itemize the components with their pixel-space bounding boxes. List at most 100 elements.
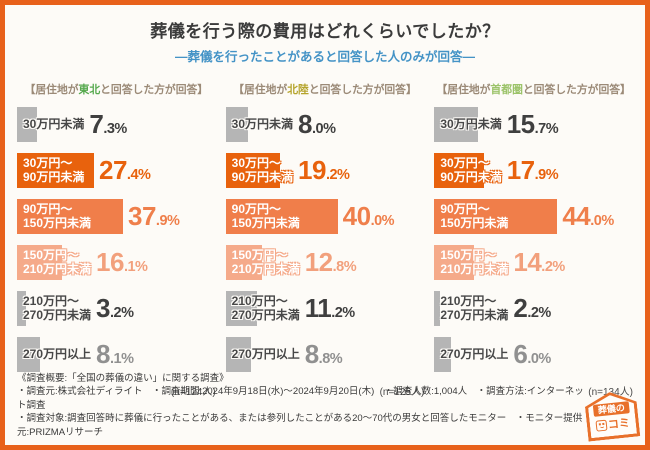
bar-label: 150万円～ 210万円未満 — [23, 247, 92, 276]
bar-label: 270万円以上 — [23, 346, 92, 361]
bar — [17, 107, 37, 142]
bar-value-dec: .8% — [332, 259, 357, 275]
bar-label-wrap: 270万円以上 — [226, 346, 300, 362]
survey-details-1: ・調査元:株式会社ディライト ・調査期間:2024年9月18日(水)～2024年… — [17, 386, 584, 411]
bar-value-dec: .9% — [534, 167, 559, 183]
bar-value: 14.2% — [513, 247, 565, 278]
bar-value-int: 12 — [304, 247, 333, 277]
region-column: 【居住地が北陸と回答した方が回答】 30万円未満 8.0% 30万円～ 90万円未満 19… — [225, 81, 425, 398]
bar-value-int: 8 — [304, 339, 319, 369]
bar-label-wrap: 150万円～ 210万円未満 — [17, 247, 92, 277]
bar-value-dec: .0% — [590, 213, 614, 229]
bar-rows: 30万円未満 7.3% 30万円～ 90万円未満 27.4% 90万円～ 150万円未満 37… — [17, 107, 216, 372]
bar — [434, 245, 475, 280]
bar-value-dec: .1% — [110, 351, 134, 367]
column-heading: 【居住地が首都圏と回答した方が回答】 — [434, 81, 633, 97]
bar-value-int: 19 — [298, 155, 326, 185]
bar-label: 210万円～ 270万円未満 — [23, 293, 92, 322]
bar-value-dec: .8% — [318, 351, 343, 367]
bar-value: 40.0% — [342, 201, 395, 232]
bar-label: 270万円以上 — [231, 346, 300, 361]
bar-label-wrap: 210万円～ 270万円未満 — [17, 293, 92, 323]
bar-value: 12.8% — [304, 247, 357, 278]
bar-value-dec: .2% — [325, 167, 350, 183]
sample-size-label: (n=125人) — [379, 387, 425, 398]
heading-suffix: と回答した方が回答】 — [100, 84, 209, 96]
bar-row: 90万円～ 150万円未満 44.0% — [434, 199, 633, 234]
bar-row: 210万円～ 270万円未満 3.2% — [17, 291, 216, 326]
kuchikomi-smiley-icon — [595, 419, 607, 431]
heading-prefix: 【居住地が — [24, 84, 79, 96]
bar-label: 210万円～ 270万円未満 — [231, 293, 300, 322]
page-title: 葬儀を行う際の費用はどれくらいでしたか？ — [150, 22, 500, 41]
bar-row: 30万円未満 8.0% — [225, 107, 425, 142]
bar-value-dec: .1% — [123, 259, 148, 275]
bar-value-int: 2 — [513, 293, 528, 323]
bar-row: 90万円～ 150万円未満 37.9% — [17, 199, 216, 234]
bar-value-dec: .3% — [103, 121, 127, 137]
bar-label: 30万円～ 90万円未満 — [23, 155, 85, 184]
bar-value-int: 17 — [506, 155, 535, 185]
bar-row: 90万円～ 150万円未満 40.0% — [225, 199, 425, 234]
bar-value: 19.2% — [298, 155, 350, 186]
bar-value: 17.9% — [506, 155, 559, 186]
heading-prefix: 【居住地が — [436, 84, 491, 96]
bar-label-wrap: 30万円～ 90万円未満 — [434, 155, 502, 185]
bar-label-wrap: 210万円～ 270万円未満 — [226, 293, 300, 323]
bar — [434, 107, 479, 142]
bar-row: 30万円未満 7.3% — [17, 107, 216, 142]
logo-text-bottom: コミ — [595, 414, 630, 433]
bar-value-dec: .2% — [527, 305, 551, 321]
bar-value: 27.4% — [99, 155, 151, 186]
bar-value-int: 8 — [298, 109, 312, 139]
bar-label: 90万円～ 150万円未満 — [231, 201, 300, 230]
bar-row: 150万円～ 210万円未満 12.8% — [225, 245, 425, 280]
bar — [225, 107, 248, 142]
bar — [225, 199, 338, 234]
bar-value: 16.1% — [96, 247, 148, 278]
bar-label-wrap: 30万円未満 — [17, 117, 84, 132]
bar-label: 270万円以上 — [440, 346, 509, 361]
bar — [434, 337, 452, 372]
bar-value: 3.2% — [96, 293, 134, 324]
bar-rows: 30万円未満 15.7% 30万円～ 90万円未満 17.9% 90万円～ 150万円未満 4… — [434, 107, 633, 372]
bar-value-int: 15 — [506, 109, 535, 139]
bar-label: 150万円～ 210万円未満 — [440, 247, 509, 276]
bar-value: 8.8% — [304, 339, 343, 370]
bar-value: 37.9% — [128, 201, 180, 232]
bar-value-dec: .9% — [155, 213, 180, 229]
bar-value-int: 3 — [96, 293, 110, 323]
bar-value-dec: .2% — [331, 305, 355, 321]
bar — [17, 291, 26, 326]
logo-text-komi: コミ — [607, 417, 631, 432]
bar-row: 270万円以上 6.0% — [434, 337, 633, 372]
bar-label: 30万円未満 — [440, 116, 502, 131]
bar-label-wrap: 150万円～ 210万円未満 — [226, 248, 300, 277]
bar-label: 30万円～ 90万円未満 — [440, 155, 502, 184]
chart-columns: 【居住地が東北と回答した方が回答】 30万円未満 7.3% 30万円～ 90万円未満 27… — [5, 81, 645, 398]
heading-region: 東北 — [78, 84, 101, 96]
heading-prefix: 【居住地が — [233, 84, 288, 96]
bar-label-wrap: 30万円～ 90万円未満 — [17, 155, 94, 185]
bar-label: 210万円～ 270万円未満 — [440, 293, 509, 322]
bar-label-wrap: 30万円未満 — [226, 117, 293, 132]
bar-row: 150万円～ 210万円未満 14.2% — [434, 245, 633, 280]
bar — [17, 337, 40, 372]
bar-label-wrap: 30万円～ 90万円未満 — [226, 156, 293, 185]
bar — [17, 199, 123, 234]
heading-region: 首都圏 — [490, 84, 523, 96]
bar-value-int: 11 — [304, 293, 332, 323]
bar-value: 44.0% — [562, 201, 614, 232]
survey-footer: 《調査概要:「全国の葬儀の違い」に関する調査》 ・調査元:株式会社ディライト ・… — [17, 372, 589, 439]
bar — [225, 245, 262, 280]
bar-row: 210万円～ 270万円未満 11.2% — [225, 291, 425, 326]
bar-value-dec: .7% — [534, 121, 559, 137]
bar-value-int: 27 — [99, 155, 127, 185]
bar-value-int: 40 — [342, 201, 371, 231]
bar-value: 8.0% — [298, 109, 336, 140]
bar-value: 8.1% — [96, 339, 134, 370]
bar-rows: 30万円未満 8.0% 30万円～ 90万円未満 19.2% 90万円～ 150万円未満 40… — [225, 107, 425, 372]
bar-label-wrap: 270万円以上 — [434, 346, 509, 362]
sogi-no-kuchikomi-logo: 葬儀の コミ — [584, 389, 641, 441]
